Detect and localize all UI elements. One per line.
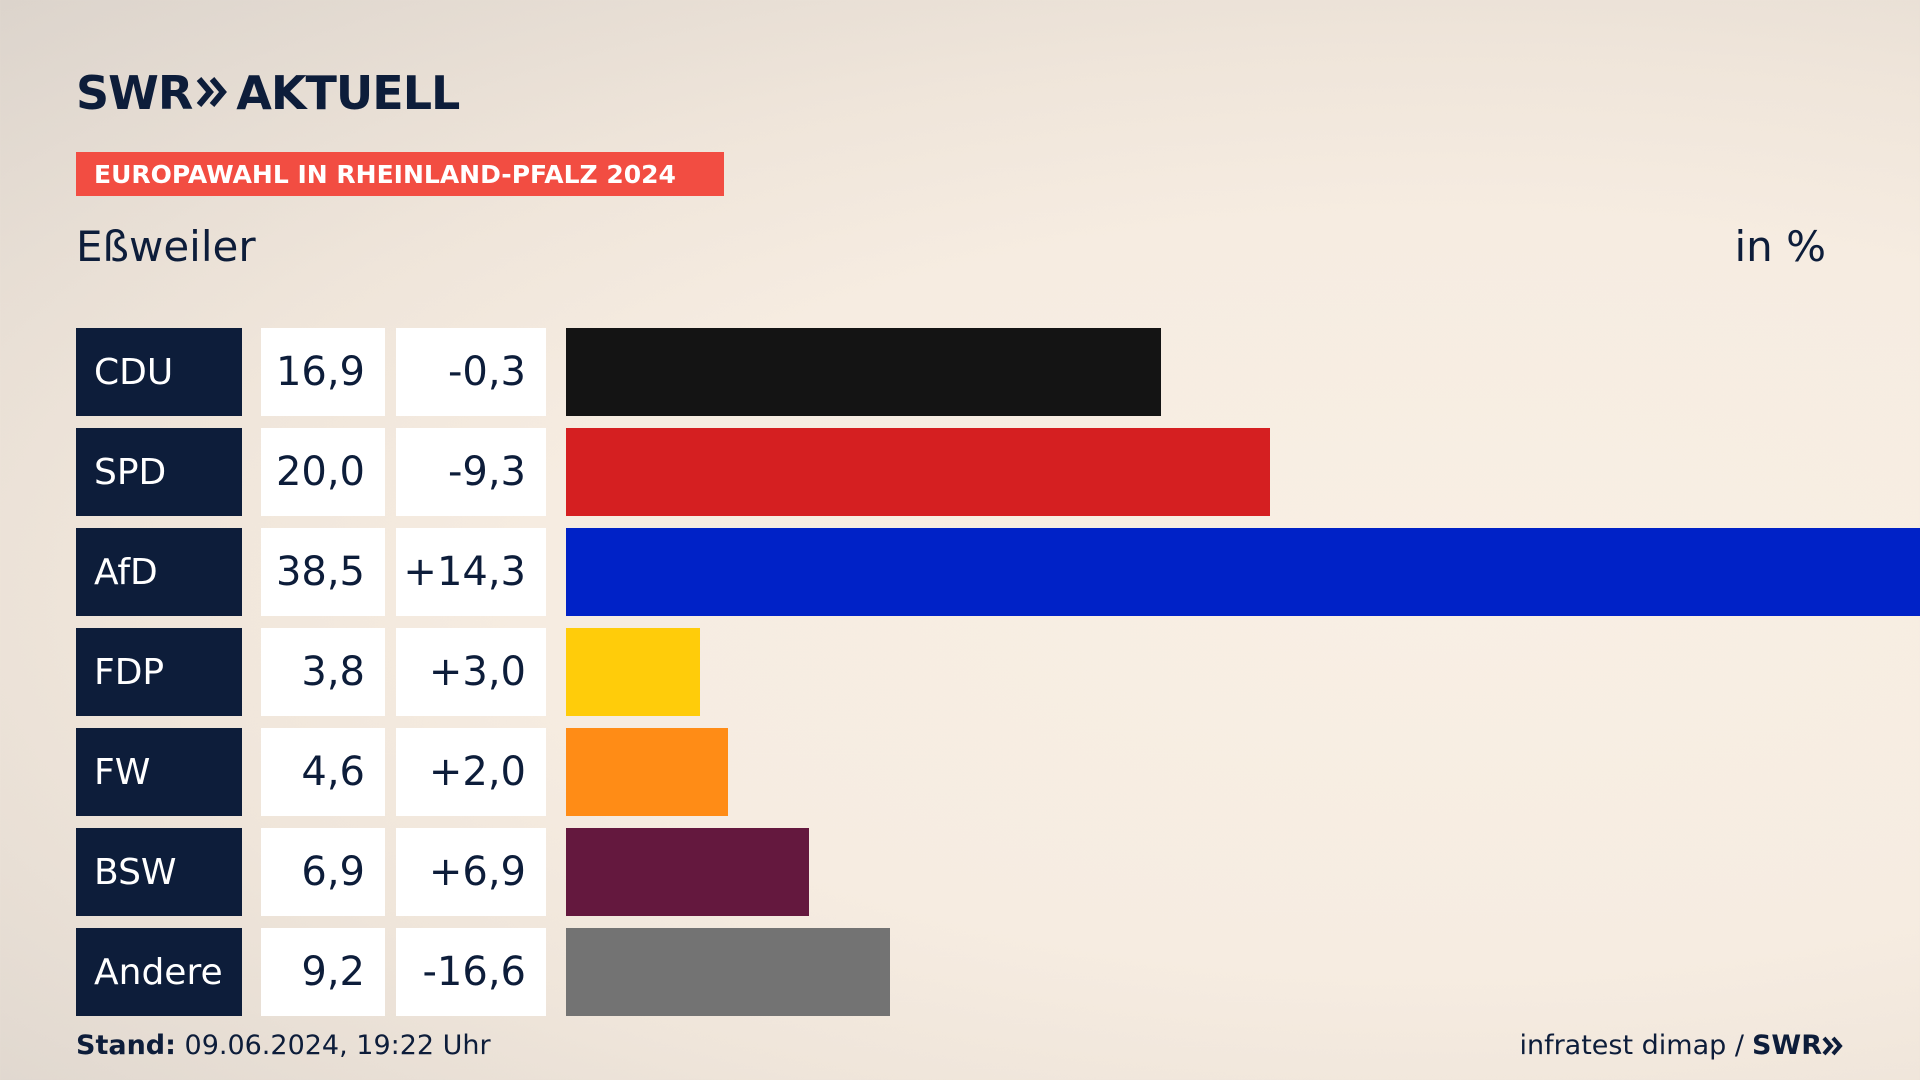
vote-share-bar bbox=[566, 928, 890, 1016]
vote-share-label: 6,9 bbox=[261, 828, 385, 916]
double-chevron-icon bbox=[1822, 1036, 1843, 1055]
source-brand: SWR bbox=[1751, 1030, 1822, 1061]
change-label: +3,0 bbox=[396, 628, 546, 716]
vote-share-bar bbox=[566, 628, 700, 716]
change-label: +2,0 bbox=[396, 728, 546, 816]
party-label: CDU bbox=[76, 328, 242, 416]
source-credit: infratest dimap / SWR bbox=[1519, 1030, 1844, 1061]
vote-share-bar bbox=[566, 728, 728, 816]
vote-share-label: 38,5 bbox=[261, 528, 385, 616]
change-label: +6,9 bbox=[396, 828, 546, 916]
party-label: Andere bbox=[76, 928, 242, 1016]
logo-aktuell-text: AKTUELL bbox=[236, 66, 460, 120]
vote-share-bar bbox=[566, 328, 1161, 416]
party-label: BSW bbox=[76, 828, 242, 916]
vote-share-bar bbox=[566, 428, 1270, 516]
vote-share-label: 16,9 bbox=[261, 328, 385, 416]
party-label: SPD bbox=[76, 428, 242, 516]
change-label: -16,6 bbox=[396, 928, 546, 1016]
election-banner: EUROPAWAHL IN RHEINLAND-PFALZ 2024 bbox=[76, 152, 724, 196]
party-label: FDP bbox=[76, 628, 242, 716]
change-label: -9,3 bbox=[396, 428, 546, 516]
location-title: Eßweiler bbox=[76, 222, 256, 271]
change-label: +14,3 bbox=[396, 528, 546, 616]
vote-share-label: 4,6 bbox=[261, 728, 385, 816]
unit-label: in % bbox=[1734, 222, 1826, 271]
double-chevron-icon bbox=[196, 66, 230, 120]
vote-share-label: 20,0 bbox=[261, 428, 385, 516]
vote-share-label: 3,8 bbox=[261, 628, 385, 716]
swr-aktuell-logo: SWR AKTUELL bbox=[76, 66, 460, 120]
party-label: FW bbox=[76, 728, 242, 816]
stand-value: 09.06.2024, 19:22 Uhr bbox=[184, 1030, 491, 1061]
source-text: infratest dimap / bbox=[1519, 1030, 1744, 1061]
vote-share-bar bbox=[566, 828, 809, 916]
stand-label: Stand: bbox=[76, 1030, 176, 1061]
party-label: AfD bbox=[76, 528, 242, 616]
change-label: -0,3 bbox=[396, 328, 546, 416]
vote-share-bar bbox=[566, 528, 1920, 616]
logo-swr-text: SWR bbox=[76, 66, 193, 120]
vote-share-label: 9,2 bbox=[261, 928, 385, 1016]
timestamp: Stand: 09.06.2024, 19:22 Uhr bbox=[76, 1030, 491, 1061]
